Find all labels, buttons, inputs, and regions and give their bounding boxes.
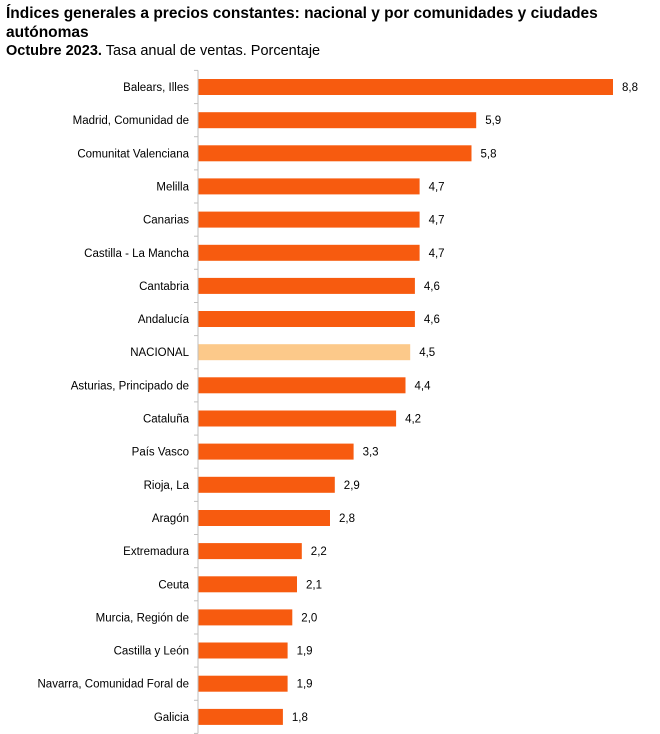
category-label: Balears, Illes (123, 82, 189, 94)
category-label: Extremadura (123, 546, 189, 558)
data-label: 4,7 (429, 181, 445, 193)
category-label: País Vasco (132, 447, 189, 459)
data-label: 3,3 (363, 447, 379, 459)
data-label: 1,9 (297, 679, 313, 691)
bar (198, 79, 613, 95)
bar (198, 708, 283, 725)
category-label: Castilla - La Mancha (84, 248, 189, 260)
bar (198, 443, 354, 460)
bar (198, 277, 415, 294)
data-label: 8,8 (622, 82, 638, 94)
category-label: Murcia, Región de (96, 612, 189, 624)
category-label: Rioja, La (144, 480, 190, 492)
subtitle-date: Octubre 2023. (6, 43, 102, 59)
category-label: Melilla (156, 181, 189, 193)
category-label: Galicia (154, 712, 190, 724)
bar (198, 145, 472, 162)
bar (198, 178, 420, 195)
category-label: Asturias, Principado de (71, 380, 189, 392)
bar (198, 675, 288, 692)
bar (198, 244, 420, 261)
bar (198, 344, 411, 361)
data-label: 5,9 (485, 115, 501, 127)
data-label: 5,8 (481, 148, 497, 160)
bar (198, 476, 335, 493)
data-label: 4,2 (405, 414, 421, 426)
bar (198, 543, 302, 560)
data-label: 1,8 (292, 712, 308, 724)
data-label: 4,7 (429, 248, 445, 260)
bar (198, 576, 297, 593)
data-label: 1,9 (297, 646, 313, 658)
data-label: 2,8 (339, 513, 355, 525)
category-label: Aragón (152, 513, 189, 525)
category-label: Ceuta (158, 579, 189, 591)
bar (198, 112, 477, 129)
data-label: 4,4 (415, 380, 432, 392)
category-label: Madrid, Comunidad de (73, 115, 189, 127)
category-label: Comunitat Valenciana (77, 148, 189, 160)
data-label: 2,0 (301, 612, 317, 624)
category-label: Cantabria (139, 281, 189, 293)
bar (198, 410, 397, 427)
bar (198, 211, 420, 228)
category-label: Cataluña (143, 414, 190, 426)
category-label: Castilla y León (114, 646, 189, 658)
data-label: 2,1 (306, 579, 322, 591)
data-label: 4,6 (424, 281, 440, 293)
chart-title: Índices generales a precios constantes: … (6, 5, 598, 41)
data-label: 2,9 (344, 480, 360, 492)
subtitle-description: Tasa anual de ventas. Porcentaje (101, 43, 321, 59)
bar (198, 510, 330, 526)
data-label: 4,5 (419, 347, 435, 359)
bar (198, 377, 406, 394)
bar (198, 642, 288, 659)
category-label: Navarra, Comunidad Foral de (38, 679, 190, 691)
data-label: 4,6 (424, 314, 440, 326)
data-label: 2,2 (311, 546, 327, 558)
bar (198, 609, 293, 626)
category-label: Andalucía (138, 314, 190, 326)
category-label: NACIONAL (130, 347, 189, 359)
chart-subtitle: Octubre 2023. Tasa anual de ventas. Porc… (6, 43, 320, 60)
bar (198, 311, 415, 327)
category-label: Canarias (143, 215, 189, 227)
data-label: 4,7 (429, 215, 445, 227)
